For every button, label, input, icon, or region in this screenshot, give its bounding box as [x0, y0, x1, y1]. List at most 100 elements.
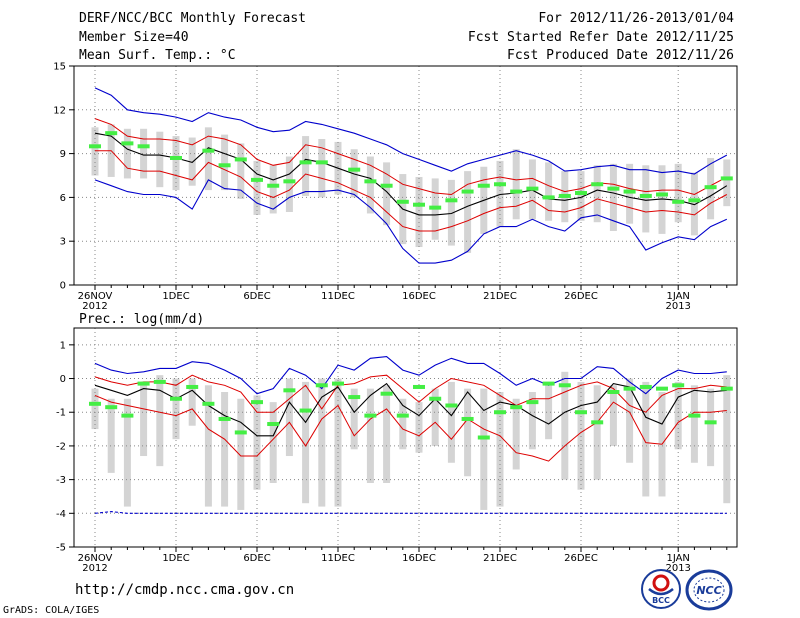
ncc-logo: NCC: [685, 569, 733, 611]
median-marker: [510, 189, 523, 194]
range-box: [366, 156, 374, 214]
range-box: [496, 392, 504, 507]
range-box: [545, 381, 553, 440]
median-marker: [186, 384, 199, 389]
range-box: [642, 165, 650, 233]
p10-line: [94, 394, 727, 462]
median-marker: [380, 183, 393, 188]
median-marker: [396, 199, 409, 204]
range-box: [447, 179, 455, 246]
range-box: [285, 378, 293, 457]
range-box: [415, 402, 423, 453]
median-marker: [105, 405, 118, 410]
range-box: [561, 371, 569, 480]
min-line: [94, 511, 727, 514]
range-box: [626, 378, 634, 463]
range-box: [690, 172, 698, 236]
median-marker: [267, 183, 280, 188]
x-tick-label: 11DEC: [321, 553, 355, 564]
x-tick-label: 11DEC: [321, 291, 355, 302]
median-marker: [299, 408, 312, 413]
prec-panel-label: Prec.: log(mm/d): [79, 312, 205, 327]
range-box: [707, 388, 715, 467]
range-box: [188, 137, 196, 186]
median-marker: [656, 386, 668, 391]
range-box: [399, 398, 407, 450]
x-tick-label: 26DEC: [564, 291, 598, 302]
range-box: [577, 171, 585, 221]
range-box: [253, 160, 261, 215]
median-marker: [720, 386, 733, 391]
y-tick-label: -1: [56, 408, 66, 419]
x-tick-label: 16DEC: [402, 553, 436, 564]
median-marker: [332, 381, 344, 386]
y-tick-label: 0: [60, 374, 66, 385]
ncc-logo-text: NCC: [696, 584, 721, 597]
range-box: [253, 395, 261, 490]
range-box: [172, 136, 180, 191]
median-marker: [445, 403, 458, 408]
range-box: [447, 381, 455, 463]
median-marker: [477, 183, 490, 188]
median-marker: [348, 395, 361, 400]
x-tick-label: 1JAN: [666, 553, 689, 564]
p90-line: [94, 374, 727, 413]
range-box: [626, 163, 634, 224]
range-box: [674, 163, 682, 223]
median-marker: [364, 413, 377, 418]
x-tick-year: 2012: [82, 301, 107, 312]
x-tick-label: 16DEC: [402, 291, 436, 302]
median-marker: [315, 160, 328, 165]
range-box: [528, 392, 536, 450]
median-marker: [315, 383, 328, 388]
median-marker: [558, 383, 571, 388]
grads-credit: GrADS: COLA/IGES: [3, 605, 100, 616]
median-marker: [299, 160, 312, 165]
y-tick-label: 1: [60, 340, 66, 351]
y-tick-label: 15: [53, 62, 66, 73]
median-marker: [639, 193, 652, 198]
range-box: [512, 149, 520, 220]
y-tick-label: 6: [60, 193, 66, 204]
median-marker: [607, 186, 620, 191]
range-box: [237, 398, 245, 510]
median-marker: [672, 199, 685, 204]
range-box: [269, 402, 277, 483]
range-box: [318, 378, 326, 507]
median-marker: [591, 182, 604, 187]
median-marker: [202, 401, 215, 406]
range-box: [188, 378, 196, 426]
median-marker: [234, 430, 247, 435]
range-box: [674, 381, 682, 450]
median-marker: [623, 386, 636, 391]
median-marker: [461, 416, 474, 421]
range-box: [237, 143, 245, 199]
range-box: [383, 162, 391, 226]
variable-label: Mean Surf. Temp.: °C: [79, 48, 236, 63]
median-marker: [542, 195, 555, 200]
median-marker: [429, 396, 442, 401]
median-marker: [283, 388, 296, 393]
median-marker: [429, 205, 442, 210]
median-marker: [137, 381, 150, 386]
range-box: [334, 378, 342, 507]
x-tick-label: 26NOV: [78, 553, 113, 564]
median-marker: [218, 163, 231, 168]
range-box: [496, 160, 504, 227]
range-box: [366, 388, 374, 483]
range-box: [156, 131, 164, 188]
mean-line: [94, 132, 728, 216]
x-tick-label: 6DEC: [243, 291, 270, 302]
source-url: http://cmdp.ncc.cma.gov.cn: [75, 582, 295, 598]
median-marker: [510, 405, 523, 410]
x-tick-year: 2013: [665, 563, 690, 574]
x-tick-label: 1JAN: [666, 291, 689, 302]
median-marker: [234, 157, 247, 162]
range-box: [723, 159, 731, 207]
range-box: [302, 136, 310, 196]
median-marker: [461, 189, 474, 194]
p90-line: [94, 118, 728, 196]
median-marker: [623, 189, 636, 194]
median-marker: [121, 141, 134, 146]
